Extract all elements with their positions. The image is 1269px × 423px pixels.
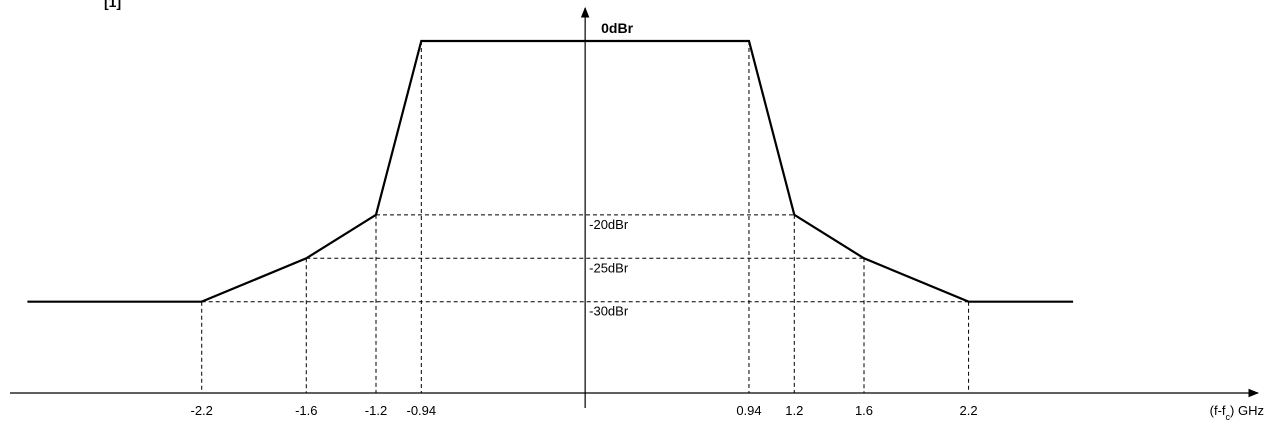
x-tick-label: -0.94 — [406, 403, 436, 418]
level-label: -30dBr — [589, 304, 629, 319]
x-tick-label: -2.2 — [191, 403, 213, 418]
y-axis-label: 0dBr — [601, 20, 633, 36]
level-label: -25dBr — [589, 260, 629, 275]
x-tick-label: 2.2 — [960, 403, 978, 418]
mask-line — [27, 39, 1074, 303]
top-fragment: [1] — [104, 0, 121, 10]
x-tick-label: -1.2 — [365, 403, 387, 418]
x-axis-label: (f-fc) GHz — [1210, 403, 1264, 422]
x-tick-label: -1.6 — [295, 403, 317, 418]
level-label: -20dBr — [589, 217, 629, 232]
x-tick-label: 1.6 — [855, 403, 873, 418]
x-tick-label: 0.94 — [736, 403, 761, 418]
chart-labels: -2.2 -1.6 -1.2 -0.94 0.94 1.2 1.6 2.2 -20dBr -25d… — [191, 20, 1264, 422]
guide-lines — [201, 41, 970, 393]
x-tick-label: 1.2 — [785, 403, 803, 418]
mask-series — [27, 39, 1074, 303]
axes — [10, 6, 1260, 408]
